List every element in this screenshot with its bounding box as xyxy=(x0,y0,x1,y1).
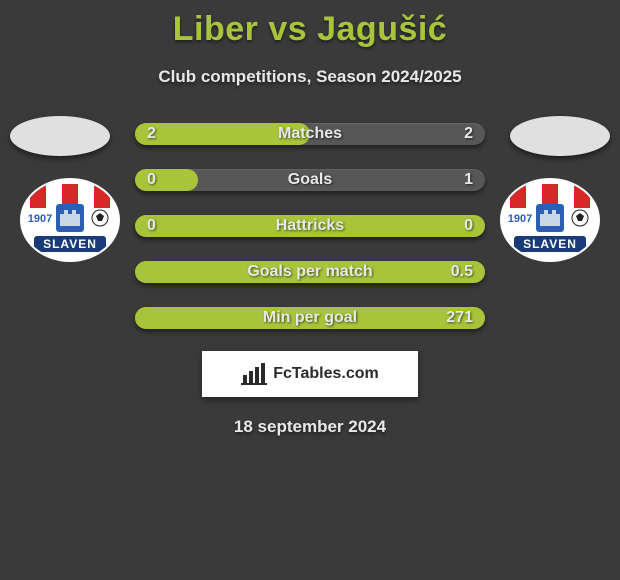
stat-row: 0Goals1 xyxy=(135,169,485,191)
svg-text:SLAVEN: SLAVEN xyxy=(43,237,97,251)
stat-label: Goals xyxy=(135,169,485,191)
stats-card: Liber vs Jagušić Club competitions, Seas… xyxy=(0,0,620,580)
stat-right-value: 0 xyxy=(464,215,473,237)
stat-label: Goals per match xyxy=(135,261,485,283)
svg-text:1907: 1907 xyxy=(28,213,52,225)
fctables-badge[interactable]: FcTables.com xyxy=(202,351,418,397)
fctables-label: FcTables.com xyxy=(273,365,379,383)
stat-row: Min per goal271 xyxy=(135,307,485,329)
subtitle: Club competitions, Season 2024/2025 xyxy=(0,67,620,87)
stat-right-value: 1 xyxy=(464,169,473,191)
stat-row: 0Hattricks0 xyxy=(135,215,485,237)
svg-text:1907: 1907 xyxy=(508,213,532,225)
stat-label: Matches xyxy=(135,123,485,145)
stat-right-value: 271 xyxy=(446,307,473,329)
club-badge-right: 1907 SLAVEN xyxy=(500,178,600,263)
stat-right-value: 2 xyxy=(464,123,473,145)
club-badge-left: 1907 SLAVEN xyxy=(20,178,120,263)
stat-row: 2Matches2 xyxy=(135,123,485,145)
stat-label: Hattricks xyxy=(135,215,485,237)
bar-chart-icon xyxy=(241,363,267,385)
stat-right-value: 0.5 xyxy=(451,261,473,283)
page-title: Liber vs Jagušić xyxy=(0,0,620,49)
player-avatar-left xyxy=(10,116,110,156)
date-text: 18 september 2024 xyxy=(0,417,620,437)
player-avatar-right xyxy=(510,116,610,156)
svg-text:SLAVEN: SLAVEN xyxy=(523,237,577,251)
stat-label: Min per goal xyxy=(135,307,485,329)
stat-row: Goals per match0.5 xyxy=(135,261,485,283)
